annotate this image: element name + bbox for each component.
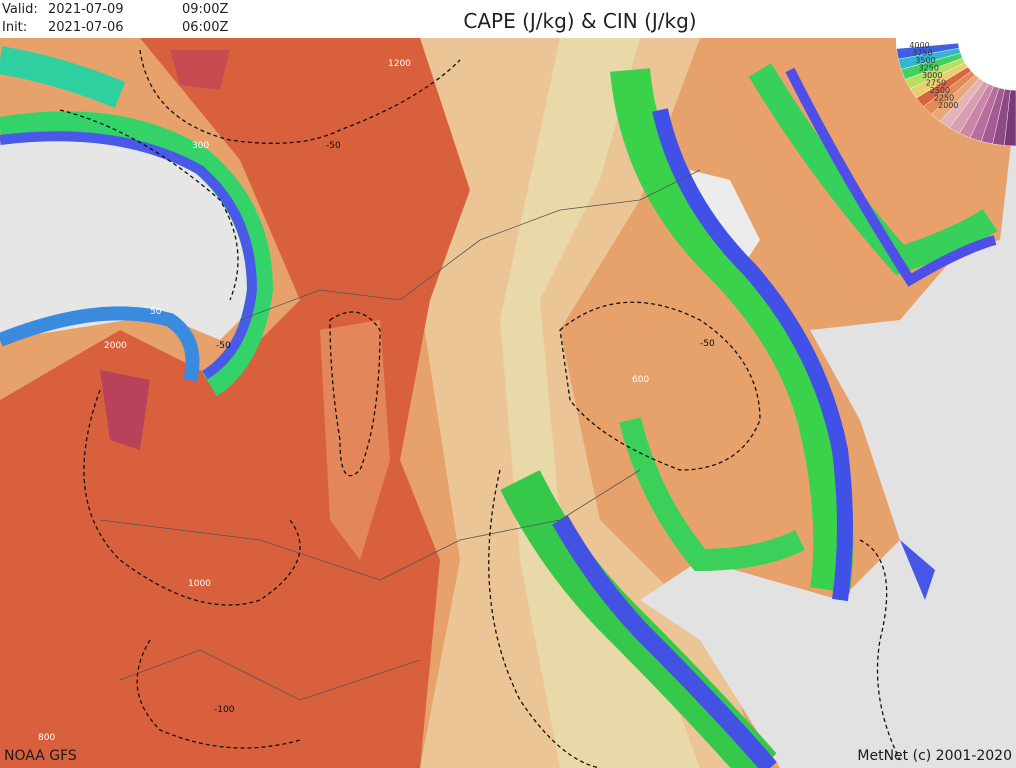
cape-high (0, 38, 470, 768)
contour-labels: 1200 300 -50 50 2000 -50 -50 600 1000 -1… (38, 59, 715, 743)
cape-band (652, 108, 853, 602)
contour-label: -100 (214, 705, 235, 715)
cin-contour (559, 301, 761, 471)
init-date: 2021-07-06 (48, 20, 124, 35)
model-label: NOAA GFS (4, 748, 77, 764)
legend-label: 4000 (909, 41, 929, 50)
cape-band (900, 540, 935, 600)
contour-label: 600 (632, 375, 649, 385)
cape-low (400, 38, 760, 768)
legend-label: 3750 (912, 49, 932, 58)
cin-contour (59, 109, 239, 301)
cin-contour (329, 311, 381, 477)
terrain (690, 170, 760, 270)
credit: MetNet (c) 2001-2020 (857, 748, 1012, 764)
header-bar (0, 0, 1016, 38)
cape-lowest (500, 38, 700, 768)
terrain (640, 100, 1016, 768)
map-field (0, 38, 1016, 768)
cin-contour (136, 639, 301, 749)
contour-label: 50 (150, 307, 162, 317)
legend-label: 3000 (922, 71, 942, 80)
valid-label: Valid: (2, 2, 38, 17)
contour-label: 1200 (388, 59, 411, 69)
border (239, 169, 701, 321)
cape-band (0, 131, 258, 380)
valid-time: 09:00Z (182, 2, 228, 17)
legend-label: 2500 (930, 86, 950, 95)
legend-label: 2000 (938, 101, 958, 110)
cape-band (0, 111, 274, 397)
cape-band (619, 417, 805, 572)
cin-contour (859, 539, 901, 761)
cape-band (610, 67, 854, 593)
cape-peak (100, 370, 150, 450)
contour-label: -50 (326, 141, 341, 151)
contour-label: 1000 (188, 579, 211, 589)
legend-label: 3250 (919, 64, 939, 73)
contour-label: 300 (192, 141, 209, 151)
contour-label: 800 (38, 733, 55, 743)
cin-contour (83, 389, 301, 606)
contour-label: -50 (216, 341, 231, 351)
cape-band (552, 515, 777, 768)
init-label: Init: (2, 20, 27, 35)
cape-band (785, 67, 997, 287)
map-title: CAPE (J/kg) & CIN (J/kg) (463, 9, 696, 33)
contour-label: 2000 (104, 341, 127, 351)
cape-mid (320, 320, 390, 560)
cape-band (0, 306, 200, 382)
legend-label: 2250 (934, 94, 954, 103)
contour-label: -50 (700, 339, 715, 349)
cape-band (0, 46, 126, 108)
init-time: 06:00Z (182, 20, 228, 35)
legend-label: 2750 (926, 79, 946, 88)
legend-label: 3500 (915, 56, 935, 65)
cin-contour (488, 469, 601, 768)
terrain (0, 140, 260, 340)
cin-contour (139, 49, 461, 144)
valid-date: 2021-07-09 (48, 2, 124, 17)
legend-core (958, 38, 1016, 91)
border (99, 469, 641, 581)
border (119, 649, 421, 701)
cape-peak (170, 50, 230, 90)
